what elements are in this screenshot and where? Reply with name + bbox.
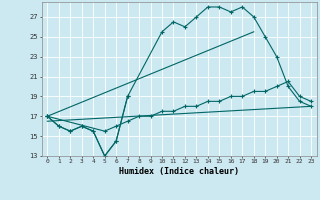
- X-axis label: Humidex (Indice chaleur): Humidex (Indice chaleur): [119, 167, 239, 176]
